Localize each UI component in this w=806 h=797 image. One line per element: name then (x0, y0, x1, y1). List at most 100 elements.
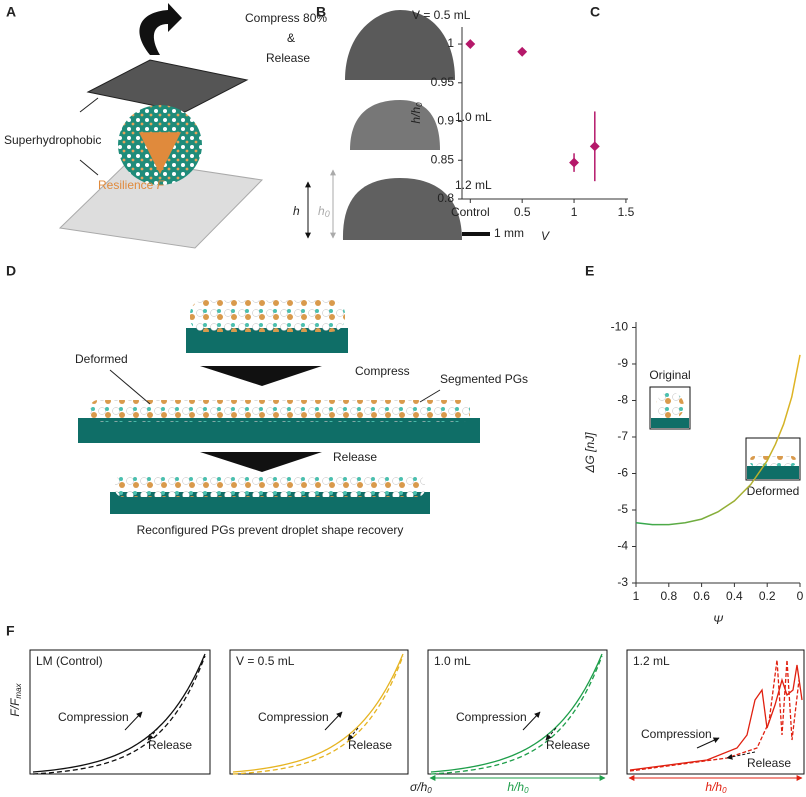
label: 0 (427, 786, 432, 795)
pointer (419, 389, 441, 403)
x-axis-label: h/h0 (507, 780, 529, 795)
arrow (522, 711, 541, 731)
label: max (14, 682, 23, 698)
y-tick-label: -3 (617, 575, 628, 589)
curve (232, 653, 404, 773)
label: Compression (58, 710, 129, 724)
label: Release (333, 450, 377, 464)
curve (232, 655, 404, 775)
x-axis-label: Ψ (713, 613, 724, 627)
label: Release (546, 738, 590, 752)
plot-frame (29, 649, 211, 775)
x-tick-label: 1.5 (618, 205, 635, 219)
label: Compress (355, 364, 410, 378)
pointer (79, 159, 99, 176)
y-tick-label: 0.8 (437, 191, 454, 205)
substrate (78, 418, 480, 443)
particles (115, 475, 425, 497)
panel-label: F (6, 623, 15, 639)
panel-a: Compress 80% & Release Superhydrophobic … (4, 3, 327, 249)
label: h (318, 204, 325, 218)
panel-e-insets: Original Deformed (649, 368, 801, 498)
label: 1.2 mL (455, 178, 492, 192)
line (635, 354, 801, 526)
particles (190, 300, 345, 332)
label: Resilience F (98, 178, 165, 192)
label: 0 (524, 786, 529, 795)
pointer (79, 97, 99, 113)
substrate (110, 492, 430, 514)
x-tick-label: 0.6 (693, 589, 710, 603)
label: ΔG [nJ] (583, 432, 597, 474)
panel-label: A (6, 4, 16, 20)
curve (629, 664, 803, 771)
arrow (696, 737, 720, 749)
arrow (200, 366, 322, 386)
y-tick-label: 1 (447, 36, 454, 50)
x-tick-label: 1 (633, 589, 640, 603)
y-tick-label: -7 (617, 429, 628, 443)
x-tick-label: 0.4 (726, 589, 743, 603)
arrow (147, 727, 159, 741)
y-tick-label: 0.9 (437, 114, 454, 128)
y-tick-label: -5 (617, 502, 628, 516)
label: 0 (415, 102, 424, 107)
label: h/h (409, 107, 423, 124)
panel-d: Compress Deformed Segmented PGs Release … (75, 300, 528, 537)
top-plate (86, 59, 249, 113)
point (465, 39, 476, 49)
curve (629, 659, 800, 772)
arrow (124, 711, 143, 731)
label: Compression (456, 710, 527, 724)
substrate (186, 328, 348, 353)
y-tick-label: 0.85 (431, 152, 455, 166)
droplet-image (350, 100, 440, 150)
label: Release (266, 51, 310, 65)
x-axis-label: σ/h0 (410, 780, 432, 795)
panel-f: F/Fmax σ/h0 h/h0 h/h0 LM (Control)Compre… (8, 649, 805, 795)
plot-frame (229, 649, 409, 775)
label: Deformed (747, 484, 800, 498)
arrow (347, 727, 359, 741)
label: 0 (722, 786, 727, 795)
y-tick-label: -10 (611, 320, 629, 334)
label: h0 (318, 204, 330, 219)
panel-title: LM (Control) (36, 654, 103, 668)
x-tick-label: 0.2 (759, 589, 776, 603)
panel-title: V = 0.5 mL (236, 654, 295, 668)
label: & (287, 31, 295, 45)
arrow (324, 711, 343, 731)
inset-image (651, 418, 689, 428)
label: Resilience (98, 178, 154, 192)
pointer (109, 369, 151, 405)
panel-title: 1.0 mL (434, 654, 471, 668)
label: 1 mm (494, 226, 524, 240)
y-tick-label: -9 (617, 356, 628, 370)
x-tick-label: 0.8 (660, 589, 677, 603)
label: F (157, 178, 165, 192)
panel-title: 1.2 mL (633, 654, 670, 668)
point (589, 141, 600, 152)
plot-frame (626, 649, 805, 775)
label: h/h (705, 780, 722, 794)
y-tick-label: -6 (617, 466, 628, 480)
panel-labels: A B C D E F (6, 4, 600, 639)
label: Original (649, 368, 690, 382)
label: Release (148, 738, 192, 752)
panel-label: D (6, 263, 16, 279)
label: F/F (8, 698, 22, 717)
label: 1.0 mL (455, 110, 492, 124)
curve (430, 655, 603, 775)
panel-label: E (585, 263, 594, 279)
point (569, 157, 579, 168)
y-axis-label: F/Fmax (8, 682, 23, 716)
plot-frame (427, 649, 608, 775)
panel-label: B (316, 4, 326, 20)
particles (90, 400, 470, 422)
x-tick-label: 0 (797, 589, 804, 603)
label: σ/h (410, 780, 428, 794)
caption: Reconfigured PGs prevent droplet shape r… (137, 523, 404, 537)
label: Superhydrophobic (4, 133, 101, 147)
label: Compress 80% (245, 11, 327, 25)
label: Release (747, 756, 791, 770)
